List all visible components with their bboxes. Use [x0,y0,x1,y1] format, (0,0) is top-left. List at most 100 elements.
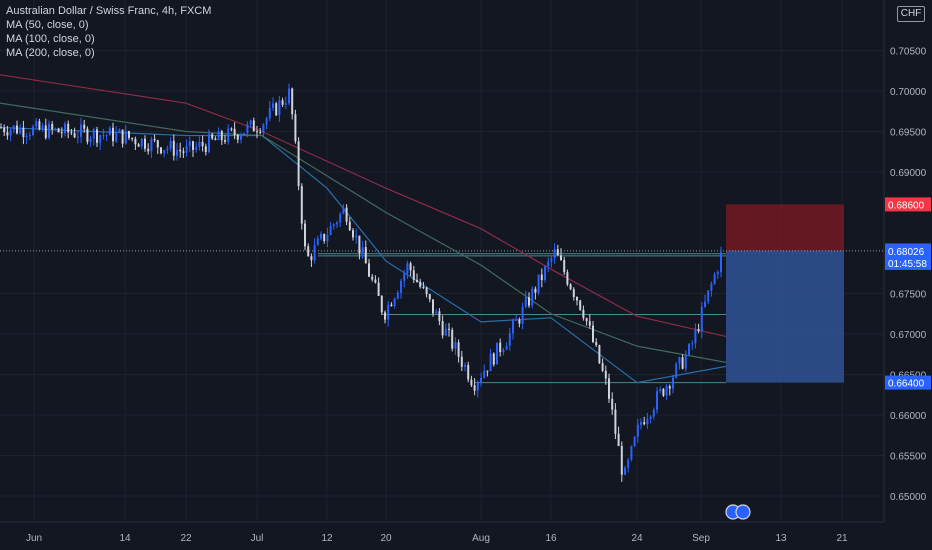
time-tick-label: 21 [836,533,848,544]
price-tick-label: 0.70500 [890,47,927,58]
candle-body [272,103,274,108]
candle-body [476,381,479,391]
candle-body [131,137,134,139]
candle-body [89,138,92,142]
price-label-box [885,375,931,390]
last-price-value: 0.68026 [888,247,925,258]
candle-body [99,135,102,143]
candle-body [147,148,150,152]
candle-body [694,329,697,344]
candle-body [444,328,447,336]
candle-body [201,141,204,147]
candle-body [403,273,406,281]
candle-body [393,298,396,307]
event-icons[interactable] [725,504,751,520]
moving-average-line [0,102,727,363]
candle-body [339,213,342,223]
candle-body [211,134,214,139]
position-zones [726,204,844,383]
candle-body [416,279,418,282]
candle-body [137,144,140,147]
candle-body [48,123,50,139]
candle-body [118,129,121,133]
price-tick-label: 0.69500 [890,128,927,139]
candle-body [304,223,306,247]
candle-body [492,353,495,365]
candle-body [288,88,290,104]
candle-body [681,357,684,369]
candle-body [67,123,70,133]
candle-body [92,129,95,139]
candle-body [57,128,60,133]
candle-body [713,274,716,284]
take-profit-zone [726,250,844,383]
candle-body [534,288,537,293]
candle-body [700,306,703,332]
candle-body [521,306,524,324]
currency-button[interactable]: CHF [897,6,925,22]
candle-body [22,127,25,138]
candle-body [336,222,338,225]
candle-body [256,131,258,133]
candle-body [144,138,146,149]
candle-body [198,141,201,147]
price-label-box [885,197,931,212]
candle-body [86,128,89,142]
candle-body [156,140,159,148]
candle-body [230,128,233,130]
time-tick-label: Jun [26,533,42,544]
candle-body [438,311,441,322]
candle-body [217,131,220,141]
time-tick-label: 13 [775,533,787,544]
candle-body [332,224,335,226]
candle-body [192,141,194,150]
candle-body [25,136,28,138]
candle-body [342,207,345,214]
candle-body [364,247,367,264]
price-tick-label: 0.67000 [890,330,927,341]
candle-body [435,311,438,314]
candle-body [275,103,278,116]
economic-event-icon[interactable] [735,504,751,520]
candle-body [678,357,681,364]
indicator-ma50[interactable]: MA (50, close, 0) [6,19,89,31]
candle-body [620,446,623,475]
candle-body [528,297,530,306]
candle-body [227,128,230,142]
price-axis[interactable]: 0.70500 0.70000 0.69500 0.69000 0.67500 0.670… [883,0,932,550]
candle-body [140,138,143,147]
candle-body [390,304,393,307]
candle-body [649,416,652,419]
candle-body [28,135,31,137]
candle-body [348,221,351,231]
candle-body [646,418,649,425]
candle-body [633,436,636,447]
symbol-title[interactable]: Australian Dollar / Swiss Franc, 4h, FXC… [6,5,212,17]
candle-body [124,131,127,144]
indicator-ma200[interactable]: MA (200, close, 0) [6,47,95,59]
candle-body [675,363,678,378]
candle-body [611,398,614,410]
candle-body [483,370,486,378]
indicator-ma100[interactable]: MA (100, close, 0) [6,33,95,45]
candle-body [643,422,646,425]
candle-body [396,292,399,299]
candle-body [505,345,508,350]
candle-body [176,149,178,156]
candle-body [518,319,521,324]
candle-body [262,124,265,133]
candle-body [473,385,476,391]
candle-body [624,467,626,475]
time-axis[interactable]: Jun 14 22 Jul 12 20 Aug 16 24 Sep 13 21 [0,521,884,544]
candle-body [508,333,511,346]
candle-body [252,120,255,132]
bar-countdown: 01:45:58 [888,259,927,270]
candle-body [499,342,502,353]
candle-body [320,233,322,239]
candle-body [672,377,674,389]
candle-body [240,135,242,140]
candle-body [387,304,390,320]
candle-body [464,364,466,367]
